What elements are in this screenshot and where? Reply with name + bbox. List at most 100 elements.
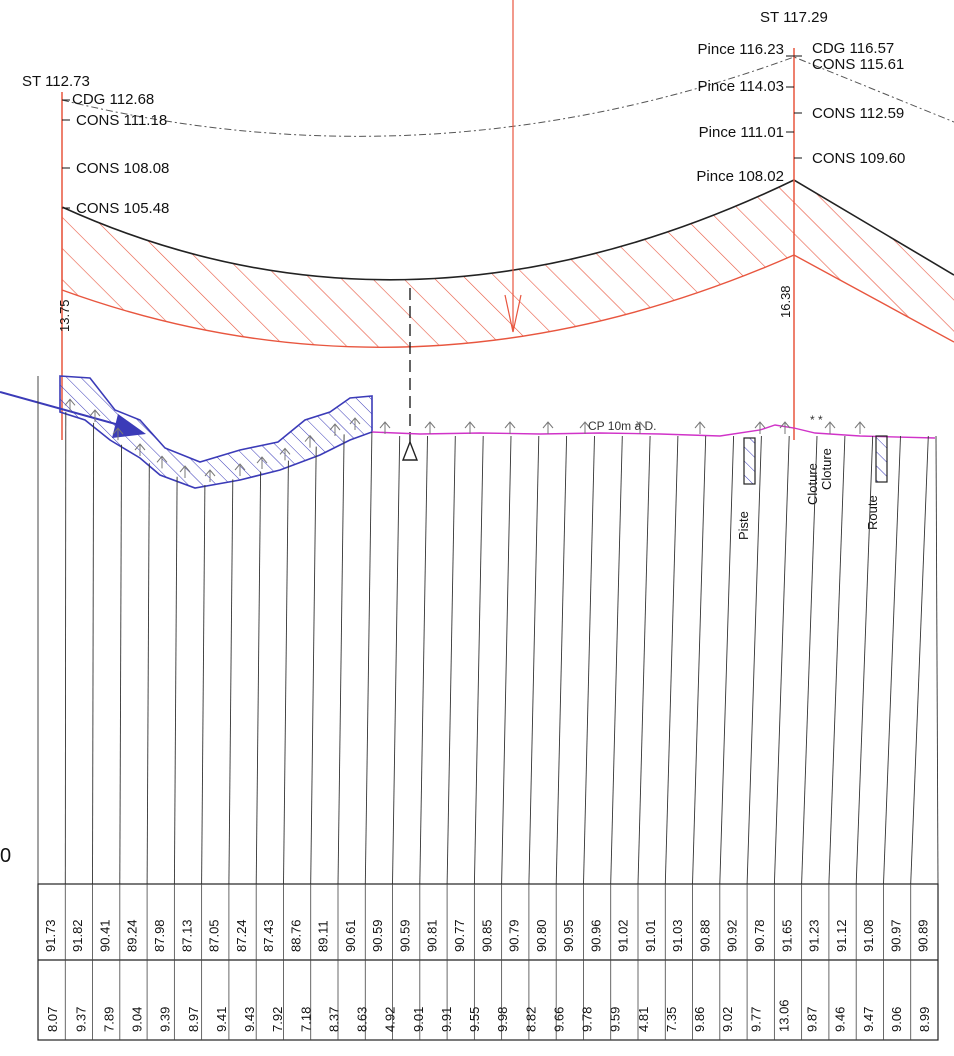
guide-line	[364, 431, 373, 885]
clearance-lower-curve	[61, 254, 954, 348]
tree-icon	[854, 421, 866, 434]
left-cons-3-label: CONS 105.48	[76, 200, 169, 217]
right-cons-3-label: CONS 109.60	[812, 150, 905, 167]
survey-point-triangle-icon	[401, 440, 419, 461]
left-edge-char: 0	[0, 845, 11, 867]
guide-line	[228, 479, 234, 885]
altitude-cell: 91.23	[807, 919, 822, 952]
distance-cell: 9.78	[580, 1007, 595, 1032]
guide-line	[201, 484, 206, 885]
altitude-cell: 90.88	[698, 919, 713, 952]
conductor-lower-curve	[61, 179, 954, 281]
guide-line	[746, 435, 762, 885]
left-st-label: ST 112.73	[22, 73, 90, 90]
tree-icon	[634, 421, 646, 434]
altitude-cell: 91.82	[70, 919, 85, 952]
guide-line	[637, 435, 651, 885]
tree-icon	[379, 421, 391, 434]
distance-cell: 7.18	[298, 1007, 313, 1032]
altitude-cell: 90.79	[507, 919, 522, 952]
altitude-cell: 87.13	[179, 919, 194, 952]
tree-icon	[329, 423, 341, 436]
distance-cell: 7.35	[664, 1007, 679, 1032]
distance-cell: 8.37	[326, 1007, 341, 1032]
tree-icon	[256, 456, 268, 470]
piste-label: Piste	[736, 511, 751, 540]
distance-cell: 8.82	[523, 1007, 538, 1032]
altitude-cell: 87.24	[234, 919, 249, 952]
altitude-cell: 90.61	[343, 919, 358, 952]
distance-cell: 9.91	[439, 1007, 454, 1032]
guide-line	[773, 435, 790, 885]
distance-cell: 9.77	[748, 1007, 763, 1032]
guide-line	[255, 471, 262, 885]
ground-note-label: CP 10m à D.	[588, 419, 656, 433]
right-pince-3-label: Pince 111.01	[699, 124, 784, 141]
altitude-cell: 90.59	[398, 919, 413, 952]
vegetation-symbols	[64, 398, 866, 482]
distance-cell: 9.06	[889, 1007, 904, 1032]
tree-icon	[464, 421, 476, 434]
altitude-cell: 91.01	[643, 919, 658, 952]
route-label: Route	[865, 495, 880, 530]
tree-icon	[779, 421, 791, 434]
distance-cell: 9.55	[467, 1007, 482, 1032]
distance-cell: 4.92	[383, 1007, 398, 1032]
altitude-cell: 87.98	[152, 919, 167, 952]
guide-line	[719, 435, 735, 885]
guide-line	[610, 435, 623, 885]
distance-cell: 9.47	[861, 1007, 876, 1032]
tree-icon	[542, 421, 554, 434]
guide-line	[555, 435, 568, 885]
tree-icon	[156, 455, 168, 469]
tree-icon	[349, 417, 361, 430]
ground-profile-line	[371, 424, 936, 439]
cloture-label-2: Cloture	[819, 448, 834, 490]
guide-line	[855, 435, 874, 885]
tree-icon	[204, 469, 216, 482]
guide-line	[419, 435, 428, 885]
profile-data-table: 91.73 91.82 90.41 89.24 87.98 87.13 87.05 87.24…	[37, 883, 939, 1041]
tree-icon	[89, 409, 101, 422]
altitude-cell: 91.73	[43, 919, 58, 952]
altitude-cell: 90.80	[534, 919, 549, 952]
distance-cell: 9.04	[130, 1007, 145, 1032]
guide-line	[473, 435, 484, 885]
clearance-zone-left-span	[62, 180, 794, 348]
altitude-cell: 90.96	[588, 919, 603, 952]
right-pince-2-label: Pince 114.03	[698, 78, 784, 95]
altitude-cell: 90.95	[561, 919, 576, 952]
right-pince-1-label: Pince 116.23	[698, 41, 784, 58]
distance-cell: 9.98	[495, 1007, 510, 1032]
altitude-cell: 90.78	[752, 919, 767, 952]
altitude-cell: 91.12	[834, 919, 849, 952]
guide-line	[92, 422, 95, 885]
distance-cell: 8.07	[45, 1007, 60, 1032]
tree-icon	[112, 427, 124, 441]
guide-line	[446, 435, 456, 885]
guide-line	[935, 435, 939, 885]
guide-line	[910, 435, 929, 885]
guide-line	[337, 434, 345, 885]
route-hatched-box	[875, 435, 888, 483]
guide-line	[583, 435, 595, 885]
guide-line	[146, 463, 150, 885]
tree-icon	[424, 421, 436, 434]
altitude-cell: 89.11	[316, 920, 331, 952]
altitude-cell: 89.24	[125, 919, 140, 952]
guide-line	[64, 411, 67, 885]
right-cons-2-label: CONS 112.59	[812, 105, 904, 122]
guide-line	[119, 444, 122, 885]
cloture-markers: * *	[810, 413, 823, 427]
tree-icon	[504, 421, 516, 434]
altitude-cell: 88.76	[288, 919, 303, 952]
right-pince-4-label: Pince 108.02	[696, 168, 784, 185]
altitude-cell: 90.81	[425, 919, 440, 952]
altitude-cell: 90.89	[916, 919, 931, 952]
tree-icon	[64, 398, 76, 412]
distance-cell: 9.39	[158, 1007, 173, 1032]
tree-icon	[579, 421, 591, 434]
distance-cell: 9.43	[242, 1007, 257, 1032]
distance-cell: 13.06	[776, 999, 791, 1032]
